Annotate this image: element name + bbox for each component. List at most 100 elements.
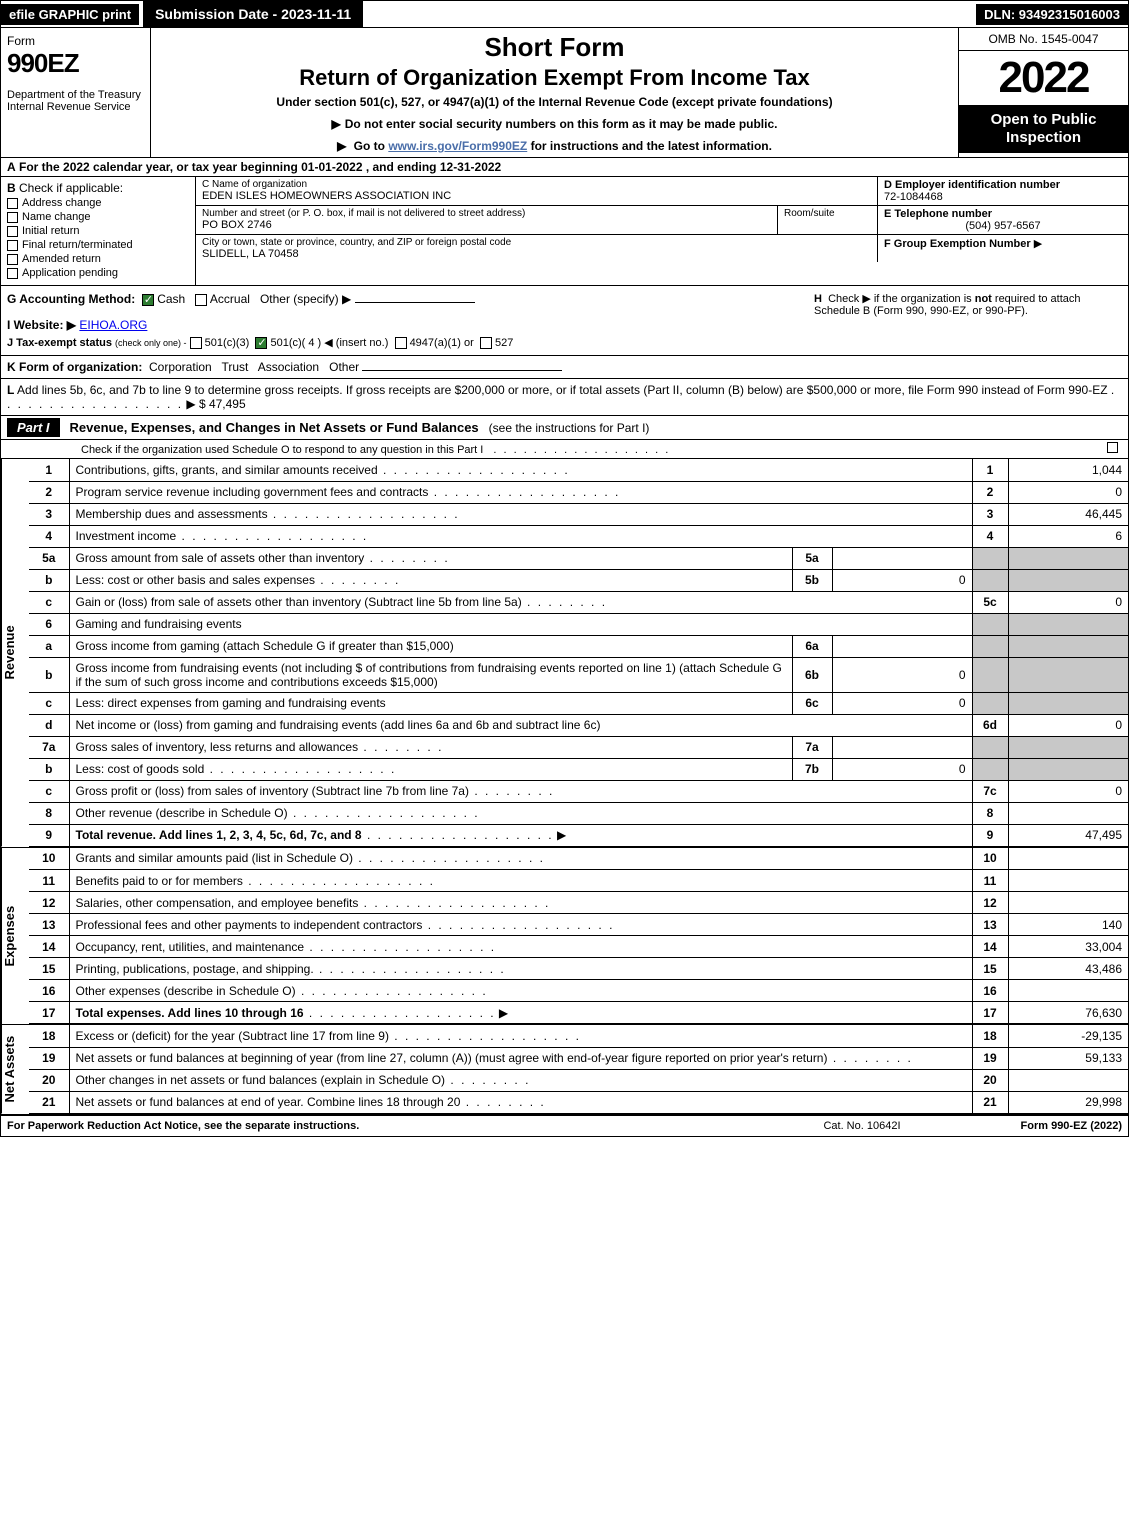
subtitle: Under section 501(c), 527, or 4947(a)(1)… <box>157 95 952 109</box>
efile-print-button[interactable]: efile GRAPHIC print <box>1 4 139 25</box>
section-l-amount: $ 47,495 <box>199 397 246 411</box>
part1-check: Check if the organization used Schedule … <box>1 440 1128 459</box>
irs-link[interactable]: www.irs.gov/Form990EZ <box>388 139 527 153</box>
shaded <box>1008 758 1128 780</box>
line-num: 8 <box>29 802 69 824</box>
sub-val: 0 <box>832 569 972 591</box>
cb-final-return[interactable]: Final return/terminated <box>7 239 189 251</box>
checkbox-icon <box>7 212 18 223</box>
j-527: 527 <box>495 337 513 349</box>
section-l-lead: L <box>7 383 14 397</box>
shaded <box>972 692 1008 714</box>
checkbox-icon[interactable] <box>1107 442 1118 453</box>
line-desc: Net assets or fund balances at end of ye… <box>76 1095 461 1109</box>
section-h-text1: Check ▶ <box>828 293 871 305</box>
j-501c3: 501(c)(3) <box>205 337 250 349</box>
sub-num: 7a <box>792 736 832 758</box>
footer-left: For Paperwork Reduction Act Notice, see … <box>7 1120 359 1132</box>
sub-num: 6a <box>792 635 832 657</box>
cb-amended-return[interactable]: Amended return <box>7 253 189 265</box>
tax-year: 2022 <box>959 51 1128 105</box>
right-val: 47,495 <box>1008 824 1128 846</box>
line-num: 9 <box>29 824 69 846</box>
line-desc: Salaries, other compensation, and employ… <box>76 896 359 910</box>
cb-label: Final return/terminated <box>22 239 133 251</box>
right-num: 11 <box>972 870 1008 892</box>
line-num: a <box>29 635 69 657</box>
line-num: c <box>29 780 69 802</box>
line-num: 16 <box>29 980 69 1002</box>
checkbox-checked-icon[interactable] <box>255 337 267 349</box>
right-num: 8 <box>972 802 1008 824</box>
k-assoc: Association <box>258 360 319 374</box>
section-l-text: Add lines 5b, 6c, and 7b to line 9 to de… <box>17 383 1108 397</box>
section-c-d-e-f: C Name of organization EDEN ISLES HOMEOW… <box>196 177 1128 285</box>
table-row: 9Total revenue. Add lines 1, 2, 3, 4, 5c… <box>29 824 1128 846</box>
checkbox-icon <box>7 240 18 251</box>
line-desc: Net income or (loss) from gaming and fun… <box>69 714 972 736</box>
goto-prefix: Go to <box>354 139 389 153</box>
line-num: b <box>29 657 69 692</box>
right-val <box>1008 980 1128 1002</box>
cb-address-change[interactable]: Address change <box>7 197 189 209</box>
cb-application-pending[interactable]: Application pending <box>7 267 189 279</box>
right-val: 140 <box>1008 914 1128 936</box>
form-page: efile GRAPHIC print Submission Date - 20… <box>0 0 1129 1137</box>
right-num: 2 <box>972 481 1008 503</box>
line-num: 19 <box>29 1047 69 1069</box>
line-num: 14 <box>29 936 69 958</box>
line-num: c <box>29 692 69 714</box>
net-assets-table: 18Excess or (deficit) for the year (Subt… <box>29 1025 1128 1114</box>
checkbox-checked-icon[interactable] <box>142 294 154 306</box>
line-desc: Excess or (deficit) for the year (Subtra… <box>76 1029 389 1043</box>
checkbox-icon[interactable] <box>195 294 207 306</box>
shaded <box>1008 635 1128 657</box>
checkbox-icon[interactable] <box>480 337 492 349</box>
revenue-section: Revenue 1Contributions, gifts, grants, a… <box>1 459 1128 848</box>
line-desc: Less: cost of goods sold <box>76 762 205 776</box>
form-number: 990EZ <box>7 48 144 79</box>
ein-value: 72-1084468 <box>884 191 1122 203</box>
footer: For Paperwork Reduction Act Notice, see … <box>1 1115 1128 1136</box>
checkbox-icon <box>7 198 18 209</box>
k-trust: Trust <box>222 360 249 374</box>
cb-name-change[interactable]: Name change <box>7 211 189 223</box>
form-word: Form <box>7 34 144 48</box>
table-row: 16Other expenses (describe in Schedule O… <box>29 980 1128 1002</box>
table-row: 1Contributions, gifts, grants, and simil… <box>29 459 1128 481</box>
shaded <box>972 569 1008 591</box>
right-num: 17 <box>972 1002 1008 1024</box>
cb-initial-return[interactable]: Initial return <box>7 225 189 237</box>
table-row: dNet income or (loss) from gaming and fu… <box>29 714 1128 736</box>
table-row: 20Other changes in net assets or fund ba… <box>29 1069 1128 1091</box>
section-l: L Add lines 5b, 6c, and 7b to line 9 to … <box>1 379 1128 416</box>
checkbox-icon[interactable] <box>190 337 202 349</box>
k-other-input[interactable] <box>362 370 562 371</box>
line-desc: Membership dues and assessments <box>76 507 268 521</box>
table-row: 19Net assets or fund balances at beginni… <box>29 1047 1128 1069</box>
k-corp: Corporation <box>149 360 212 374</box>
table-row: bLess: cost or other basis and sales exp… <box>29 569 1128 591</box>
submission-date-button[interactable]: Submission Date - 2023-11-11 <box>143 1 363 27</box>
section-g: G Accounting Method: Cash Accrual Other … <box>1 286 808 355</box>
section-a-lead: A <box>7 160 16 174</box>
section-b-label: Check if applicable: <box>19 181 123 195</box>
cell-phone: E Telephone number (504) 957-6567 <box>878 206 1128 234</box>
website-link[interactable]: EIHOA.ORG <box>79 318 147 332</box>
section-a: A For the 2022 calendar year, or tax yea… <box>1 158 1128 177</box>
right-num: 12 <box>972 892 1008 914</box>
cb-label: Application pending <box>22 267 118 279</box>
right-val <box>1008 892 1128 914</box>
side-revenue: Revenue <box>1 459 29 847</box>
open-public-inspection: Open to Public Inspection <box>959 105 1128 153</box>
cb-label: Address change <box>22 197 102 209</box>
irs-label: Internal Revenue Service <box>7 101 144 113</box>
line-desc: Gain or (loss) from sale of assets other… <box>76 595 522 609</box>
net-assets-section: Net Assets 18Excess or (deficit) for the… <box>1 1025 1128 1115</box>
right-num: 7c <box>972 780 1008 802</box>
right-val: 0 <box>1008 481 1128 503</box>
checkbox-icon[interactable] <box>395 337 407 349</box>
section-h-not: not <box>975 293 992 305</box>
other-specify-input[interactable] <box>355 302 475 303</box>
right-val: 43,486 <box>1008 958 1128 980</box>
